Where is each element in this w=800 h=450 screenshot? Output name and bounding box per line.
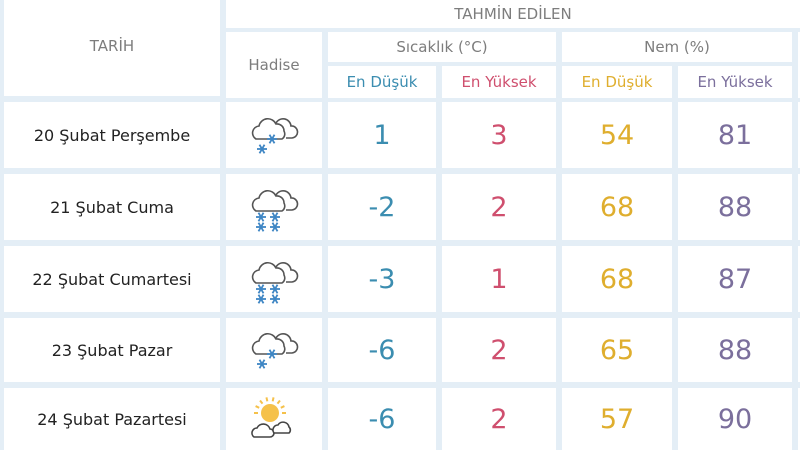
temp-high-value: 2: [490, 334, 508, 366]
header-hum-high: En Yüksek: [678, 66, 792, 98]
temp-high-value: 3: [490, 119, 508, 151]
cell-hum-low: 65: [562, 318, 672, 382]
date-value: 21 Şubat Cuma: [50, 197, 174, 217]
header-temp-high: En Yüksek: [442, 66, 556, 98]
header-date: TARİH: [4, 0, 220, 96]
cell-hum-high: 81: [678, 102, 792, 168]
cell-temp-low: -6: [328, 318, 436, 382]
header-humidity: Nem (%): [562, 32, 792, 62]
cell-icon: [226, 246, 322, 312]
cell-temp-low: -6: [328, 388, 436, 450]
hum-low-value: 68: [599, 263, 635, 295]
date-value: 23 Şubat Pazar: [51, 340, 173, 360]
date-header-label: TARİH: [89, 37, 135, 55]
cell-icon: [226, 102, 322, 168]
cell-hum-low: 54: [562, 102, 672, 168]
temp-high-value: 1: [490, 263, 508, 295]
header-event: Hadise: [226, 32, 322, 98]
date-value: 22 Şubat Cumartesi: [32, 269, 192, 289]
cell-icon: [226, 174, 322, 240]
cell-icon: [226, 318, 322, 382]
cell-icon: [226, 388, 322, 450]
partly-cloudy-icon: [251, 397, 292, 438]
temp-low-value: -6: [368, 403, 396, 435]
cell-extra: [798, 246, 800, 312]
date-value: 24 Şubat Pazartesi: [37, 409, 187, 429]
hum-low-value: 68: [599, 191, 635, 223]
temp-low-label: En Düşük: [346, 73, 418, 91]
cell-hum-high: 90: [678, 388, 792, 450]
hum-high-value: 88: [717, 334, 753, 366]
hum-low-label: En Düşük: [581, 73, 653, 91]
humidity-header-label: Nem (%): [644, 38, 710, 56]
header-forecast: TAHMİN EDİLEN: [226, 0, 800, 28]
temp-high-value: 2: [490, 403, 508, 435]
cell-date: 23 Şubat Pazar: [4, 318, 220, 382]
cell-hum-low: 57: [562, 388, 672, 450]
cell-extra: [798, 318, 800, 382]
header-extra: [798, 32, 800, 98]
hum-high-value: 88: [717, 191, 753, 223]
hum-high-value: 87: [717, 263, 753, 295]
cell-temp-low: -2: [328, 174, 436, 240]
cell-extra: [798, 174, 800, 240]
date-value: 20 Şubat Perşembe: [33, 125, 191, 145]
light-snow-cloud-icon: [251, 118, 299, 154]
cell-hum-high: 88: [678, 174, 792, 240]
snow-cloud-icon: [251, 262, 299, 304]
hum-low-value: 57: [599, 403, 635, 435]
hum-high-value: 81: [717, 119, 753, 151]
cell-temp-high: 1: [442, 246, 556, 312]
temp-low-value: -3: [368, 263, 396, 295]
cell-temp-low: 1: [328, 102, 436, 168]
hum-low-value: 54: [599, 119, 635, 151]
header-hum-low: En Düşük: [562, 66, 672, 98]
cell-date: 22 Şubat Cumartesi: [4, 246, 220, 312]
hum-high-label: En Yüksek: [697, 73, 773, 91]
cell-temp-low: -3: [328, 246, 436, 312]
cell-extra: [798, 102, 800, 168]
cell-date: 24 Şubat Pazartesi: [4, 388, 220, 450]
cell-temp-high: 2: [442, 388, 556, 450]
cell-date: 20 Şubat Perşembe: [4, 102, 220, 168]
cell-temp-high: 2: [442, 318, 556, 382]
cell-hum-high: 87: [678, 246, 792, 312]
forecast-header-label: TAHMİN EDİLEN: [454, 5, 572, 23]
cell-date: 21 Şubat Cuma: [4, 174, 220, 240]
cell-extra: [798, 388, 800, 450]
snow-cloud-icon: [251, 190, 299, 232]
temp-low-value: -6: [368, 334, 396, 366]
temp-low-value: 1: [373, 119, 391, 151]
temp-header-label: Sıcaklık (°C): [396, 38, 488, 56]
header-temp-low: En Düşük: [328, 66, 436, 98]
cell-temp-high: 3: [442, 102, 556, 168]
header-temp: Sıcaklık (°C): [328, 32, 556, 62]
cell-hum-low: 68: [562, 246, 672, 312]
cell-hum-low: 68: [562, 174, 672, 240]
temp-high-label: En Yüksek: [461, 73, 537, 91]
light-snow-cloud-icon: [251, 333, 299, 369]
event-header-label: Hadise: [248, 56, 300, 74]
temp-low-value: -2: [368, 191, 396, 223]
temp-high-value: 2: [490, 191, 508, 223]
cell-temp-high: 2: [442, 174, 556, 240]
hum-high-value: 90: [717, 403, 753, 435]
hum-low-value: 65: [599, 334, 635, 366]
cell-hum-high: 88: [678, 318, 792, 382]
